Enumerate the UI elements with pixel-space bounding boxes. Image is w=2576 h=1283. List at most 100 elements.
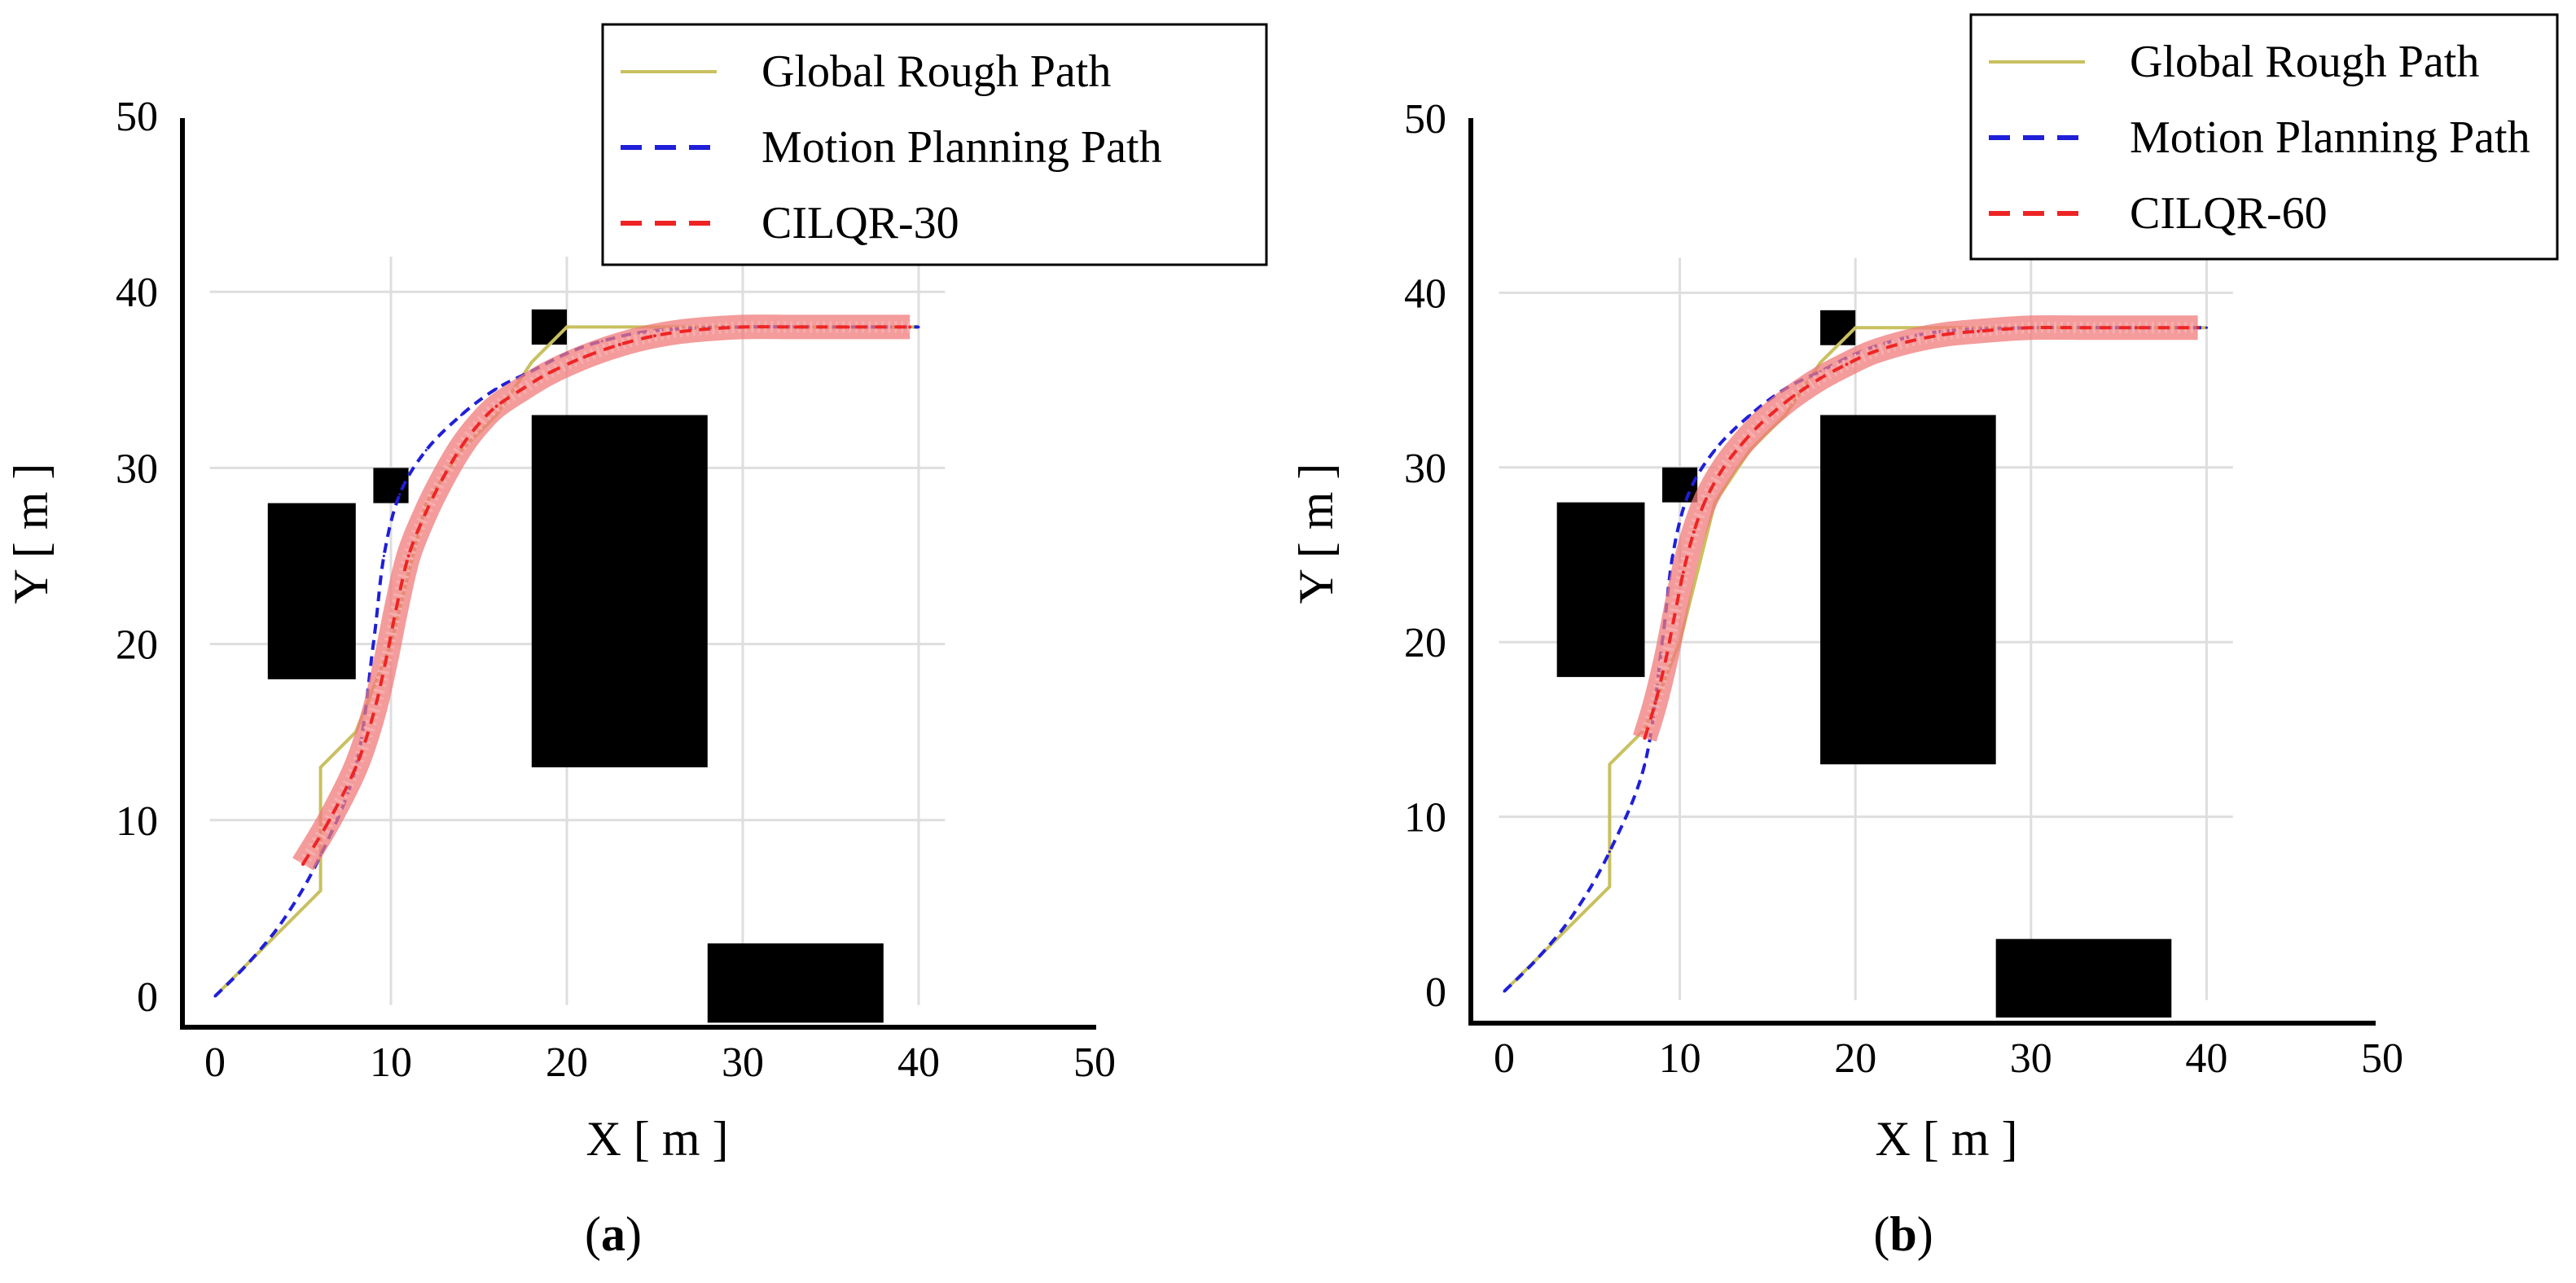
y-tick-label: 10 xyxy=(1404,795,1446,841)
legend-label: CILQR-30 xyxy=(761,198,959,248)
data-point xyxy=(1692,530,1696,534)
data-point xyxy=(398,493,402,496)
y-tick-label: 10 xyxy=(116,798,158,845)
legend-label: CILQR-60 xyxy=(2130,188,2328,239)
panel-label: (a) xyxy=(585,1207,642,1261)
data-point xyxy=(459,414,463,417)
data-point xyxy=(1775,408,1779,412)
x-tick-label: 50 xyxy=(2361,1035,2403,1082)
data-point xyxy=(1845,362,1849,367)
legend-label: Global Rough Path xyxy=(761,46,1111,97)
data-point xyxy=(688,328,692,332)
cilqr-line xyxy=(301,325,911,865)
data-point xyxy=(1819,376,1823,380)
data-point xyxy=(1757,424,1761,428)
data-point xyxy=(582,355,586,359)
y-tick-label: 0 xyxy=(1425,969,1446,1016)
y-tick-label: 50 xyxy=(1404,96,1446,143)
series-cilqr-30 xyxy=(292,314,912,871)
data-point xyxy=(1664,657,1668,661)
data-point xyxy=(565,325,568,328)
y-tick-label: 30 xyxy=(1404,446,1446,492)
data-point xyxy=(371,713,375,717)
data-point xyxy=(2205,326,2208,329)
data-point xyxy=(494,404,498,408)
legend: Global Rough Path Motion Planning Path CIL… xyxy=(601,23,1268,266)
cilqr-line xyxy=(1643,325,2198,739)
data-point xyxy=(1819,361,1822,364)
data-point xyxy=(547,371,551,375)
data-point xyxy=(1643,736,1647,740)
data-point xyxy=(653,334,656,338)
data-point xyxy=(1722,465,1726,469)
y-tick-label: 40 xyxy=(1404,270,1446,317)
data-point xyxy=(2029,326,2033,330)
data-point xyxy=(441,475,445,479)
data-point xyxy=(1906,340,1910,344)
data-point xyxy=(530,361,533,364)
x-axis-label: X [ m ] xyxy=(1876,1112,2018,1166)
data-point xyxy=(319,889,323,892)
x-tick-label: 20 xyxy=(546,1039,588,1086)
data-point xyxy=(319,766,323,769)
data-point xyxy=(283,916,287,919)
data-point xyxy=(382,555,385,557)
y-tick-label: 0 xyxy=(137,974,158,1021)
data-point xyxy=(1503,990,1506,993)
data-point xyxy=(327,818,331,822)
data-point xyxy=(1792,393,1796,398)
x-tick-label: 10 xyxy=(370,1039,412,1086)
y-axis-label: Y [ m ] xyxy=(1289,464,1343,604)
x-tick-label: 20 xyxy=(1834,1035,1876,1082)
legend-box xyxy=(601,23,1268,266)
data-point xyxy=(1538,955,1541,958)
obstacle xyxy=(531,415,708,767)
obstacle xyxy=(707,943,884,1023)
y-tick-label: 30 xyxy=(116,446,158,492)
legend: Global Rough Path Motion Planning Path CIL… xyxy=(1969,13,2559,261)
obstacle xyxy=(1556,502,1645,678)
data-point xyxy=(1608,885,1611,888)
chart-panel-a: 0 10 20 30 40 50 0 10 20 30 40 50 X [ m ] Y [ m ] Glob… xyxy=(4,23,1268,1261)
y-axis-label: Y [ m ] xyxy=(4,464,58,604)
series-line xyxy=(213,325,919,998)
data-point xyxy=(301,862,305,866)
data-point xyxy=(1673,614,1677,618)
data-point xyxy=(1643,762,1646,766)
series-cilqr-60 xyxy=(1633,314,2200,742)
data-point xyxy=(394,607,398,611)
data-point xyxy=(424,449,428,452)
legend-label: Motion Planning Path xyxy=(2130,112,2530,163)
x-tick-label: 40 xyxy=(2185,1035,2227,1082)
data-point xyxy=(1714,448,1717,451)
x-tick-label: 40 xyxy=(897,1039,940,1086)
data-point xyxy=(917,325,920,328)
data-point xyxy=(384,660,388,664)
data-point xyxy=(1681,570,1685,574)
y-tick-label: 50 xyxy=(116,94,158,140)
data-point xyxy=(477,422,481,426)
data-point xyxy=(1573,912,1576,915)
data-point xyxy=(1977,329,1981,333)
obstacle xyxy=(1820,310,1856,345)
data-point xyxy=(908,325,912,329)
x-tick-label: 30 xyxy=(722,1039,764,1086)
data-point xyxy=(1671,553,1674,556)
data-point xyxy=(793,325,797,329)
data-point xyxy=(213,995,217,998)
y-tick-label: 40 xyxy=(116,270,158,316)
data-point xyxy=(846,325,850,329)
data-point xyxy=(1608,762,1611,766)
data-point xyxy=(459,445,463,449)
data-point xyxy=(617,343,621,347)
data-point xyxy=(1653,701,1657,705)
data-point xyxy=(1942,332,1945,336)
x-tick-label: 0 xyxy=(204,1039,226,1086)
legend-label: Motion Planning Path xyxy=(761,122,1162,173)
data-point xyxy=(1704,497,1708,501)
data-point xyxy=(406,554,410,558)
data-point xyxy=(1749,413,1752,416)
data-point xyxy=(2196,326,2200,330)
data-point xyxy=(741,325,744,329)
